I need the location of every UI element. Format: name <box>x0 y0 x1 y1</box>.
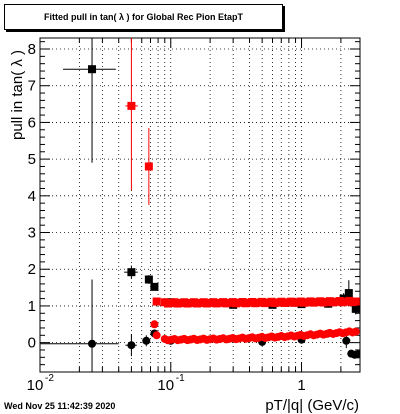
x-tick-label: 10 <box>27 377 44 394</box>
x-tick-label: 1 <box>297 377 305 394</box>
red-mean-circle-marker <box>152 331 161 340</box>
y-tick-label: 5 <box>28 151 36 168</box>
y-axis-label: pull in tan( λ ) <box>9 50 26 140</box>
black-mean-circle-marker <box>127 341 136 350</box>
black-sigma-square-marker <box>88 65 97 74</box>
x-tick-label: 10 <box>157 377 174 394</box>
y-tick-label: 8 <box>28 41 36 58</box>
y-tick-label: 3 <box>28 225 36 242</box>
y-tick-label: 1 <box>28 298 36 315</box>
black-mean-circle-marker <box>353 350 360 359</box>
timestamp: Wed Nov 25 11:42:39 2020 <box>4 401 116 411</box>
black-mean-circle-marker <box>142 336 151 345</box>
y-tick-label: 7 <box>28 78 36 95</box>
y-tick-label: 6 <box>28 114 36 131</box>
red-mean-circle-marker <box>150 320 159 329</box>
marks-layer <box>40 38 360 372</box>
black-sigma-square-marker <box>344 289 353 298</box>
chart-title-box: Fitted pull in tan( λ ) for Global Rec P… <box>4 4 283 30</box>
black-sigma-square-marker <box>351 304 360 313</box>
data-points <box>40 38 360 372</box>
black-sigma-square-marker <box>127 268 136 277</box>
y-tick-label: 4 <box>28 188 36 205</box>
red-sigma-square-marker <box>127 101 136 110</box>
red-sigma-square-marker <box>144 162 153 171</box>
grid-layer <box>40 38 360 372</box>
y-tick-label: 2 <box>28 261 36 278</box>
red-sigma-square-marker <box>152 297 161 306</box>
x-axis-label: pT/|q| (GeV/c) <box>265 397 359 414</box>
x-tick-label-exponent: -2 <box>45 373 54 384</box>
black-sigma-square-marker <box>144 275 153 284</box>
black-mean-circle-marker <box>88 339 97 348</box>
plot-frame <box>39 37 361 373</box>
x-tick-label-exponent: -1 <box>176 373 185 384</box>
chart-title: Fitted pull in tan( λ ) for Global Rec P… <box>43 12 243 22</box>
red-sigma-square-marker <box>351 297 360 306</box>
black-mean-circle-marker <box>342 336 351 345</box>
red-mean-circle-marker <box>351 327 360 336</box>
black-sigma-square-marker <box>150 282 159 291</box>
y-tick-label: 0 <box>28 335 36 352</box>
